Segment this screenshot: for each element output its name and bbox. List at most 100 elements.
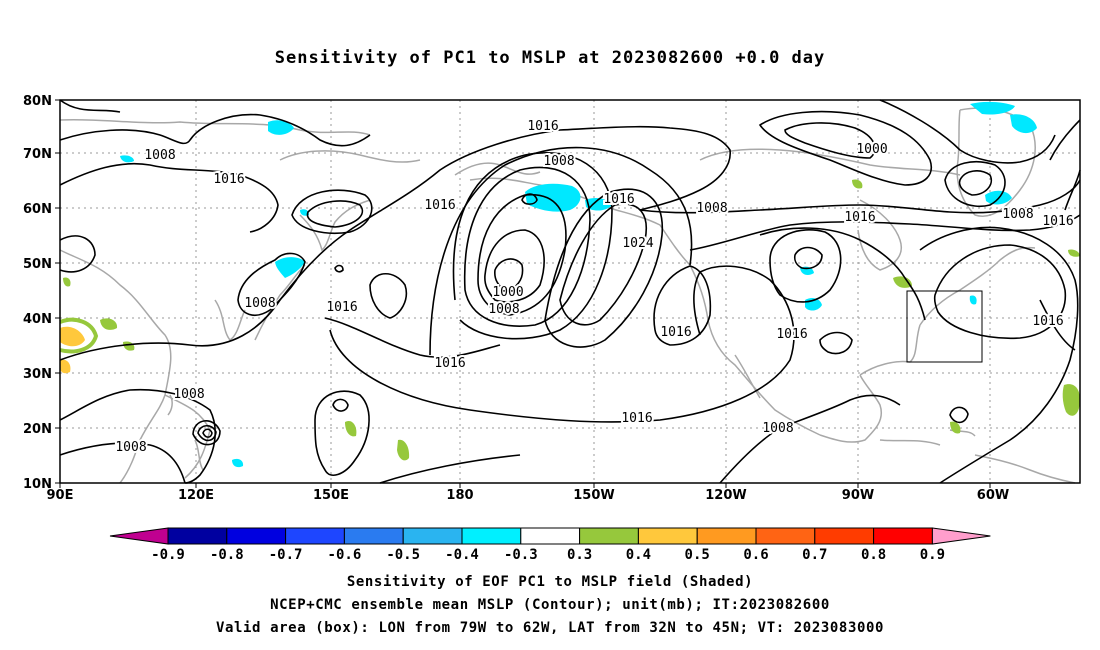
colorbar: -0.9 -0.8 -0.7 -0.6 -0.5 -0.4 -0.3 0.3 0.4 0.5 0.6… [109,527,991,563]
contour-kamchatka-high [306,200,364,228]
contour-label: 1016 [844,210,875,225]
contour-pac-high-outer [329,265,795,423]
contour-canada-low [793,246,823,270]
lon-label: 60W [977,488,1009,503]
contour-atl-high [933,244,1067,340]
contour-mid-1016-2 [689,214,1081,251]
lat-label: 40N [23,312,52,327]
lat-label: 10N [23,477,52,492]
colorbar-tick-label: 0.7 [802,547,827,563]
contour-labels: 1016 1008 1000 1016 1008 1016 1016 1008 … [113,117,1075,457]
contour-label: 1008 [1002,207,1033,222]
contour-hi-1024-a [559,203,647,326]
neg-patch-nyc [969,295,977,305]
contour-low-1008-b [463,166,591,327]
colorbar-swatch [285,527,345,545]
contour-w-1008-low [59,388,216,484]
contour-hi-1016-outer [429,146,693,356]
contour-arctic-1000-b [784,122,876,159]
sensitivity-shading [59,101,1080,468]
contour-label: 1008 [244,296,275,311]
colorbar-tick-label: -0.3 [504,547,538,563]
contour-atl-outer [919,226,1079,484]
contour-em-1008 [719,394,901,484]
lon-label: 120E [178,488,214,503]
lon-label: 180 [446,488,473,503]
pos-patch-scs-y [60,359,71,374]
contour-label: 1024 [622,236,653,251]
lat-label: 80N [23,94,52,109]
coast-east-asia [59,249,172,484]
contour-east-1016 [1049,119,1081,161]
pos-patch-atl-2 [950,421,961,434]
colorbar-swatch [579,527,639,545]
contour-pac-high-1016 [653,265,712,346]
contour-na-1016 [759,227,926,321]
contour-label: 1008 [696,201,727,216]
caption-shading: Sensitivity of EOF PC1 to MSLP field (Sh… [346,574,754,590]
contour-label: 1008 [173,387,204,402]
pos-patch-lakes [893,276,912,288]
lat-label: 30N [23,367,52,382]
neg-patch-greenland-2 [1010,114,1037,134]
pos-patch-atl-3 [1068,249,1080,257]
coast-taiwan [167,394,173,416]
contour-big-arc-1016 [59,125,731,361]
colorbar-swatch [343,527,404,545]
coast-gulf [859,324,921,376]
colorbar-tick-label: -0.4 [445,547,479,563]
contour-label: 1016 [434,356,465,371]
coast-mexico [819,374,882,443]
contour-mid-1008-1 [639,179,1081,214]
contour-nw-1016 [59,162,279,233]
colorbar-swatch [696,527,757,545]
mslp-contours [59,99,1081,484]
pos-patch-asia1 [100,318,118,330]
colorbar-arrow-left [109,527,169,545]
coast-canada-arctic [699,148,961,176]
lon-label: 150W [573,488,614,503]
colorbar-swatch [461,527,522,545]
pos-patch-asia3 [63,277,71,287]
contour-label: 1008 [144,148,175,163]
colorbar-tick-label: 0.6 [743,547,768,563]
coast-s-america [974,454,1076,484]
pos-patch-hudson [852,179,863,189]
colorbar-swatch [402,527,463,545]
contour-ty-2 [197,424,217,442]
contour-label: 1016 [527,119,558,134]
pos-patch-atl-1 [1062,384,1080,416]
colorbar-tick-label: 0.9 [920,547,945,563]
contour-low-1008-c [452,152,613,340]
caption-contour: NCEP+CMC ensemble mean MSLP (Contour); u… [270,597,830,613]
contour-label: 1016 [213,172,244,187]
lat-label: 50N [23,257,52,272]
coast-japan [254,264,306,341]
valid-area-box [906,290,983,363]
contour-w-1016 [324,317,501,358]
contour-label: 1008 [543,154,574,169]
pos-patch-china-g [59,317,99,354]
latitude-labels: 80N 70N 60N 50N 40N 30N 20N 10N [23,94,52,492]
contour-ne-arctic [879,99,1056,164]
contour-greenland-lo [958,170,992,196]
contour-label: 1016 [1042,214,1073,229]
caption-valid-area: Valid area (box): LON from 79W to 62W, L… [215,620,885,636]
contour-kam-high-2 [291,189,373,234]
coastlines [59,107,1076,484]
coast-baja [734,354,761,399]
neg-patch-okhotsk [275,257,305,278]
pos-patch-wpac [345,420,357,437]
pos-patch-asia2 [123,341,135,351]
contour-1016-big-south [379,454,521,484]
coast-hudson [857,199,902,271]
contour-ty-1 [202,428,213,438]
colorbar-arrow-right [931,527,991,545]
contour-wpac-loop [314,390,370,476]
contour-okhotsk [237,252,306,316]
contour-carib-loop [949,406,969,424]
neg-patch-siberia [268,120,294,135]
lat-label: 60N [23,202,52,217]
coast-siberia [279,150,421,163]
